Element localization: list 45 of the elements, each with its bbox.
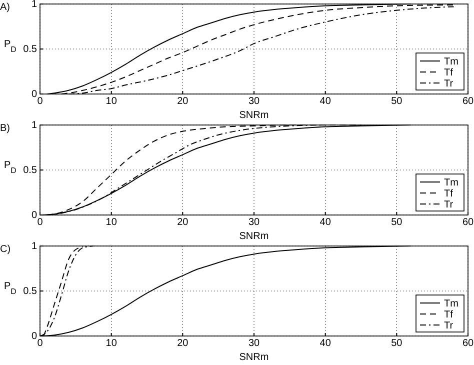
y-tick-label: 1 [31,0,38,10]
x-tick-label: 50 [391,96,403,108]
x-tick-label: 40 [320,96,332,108]
legend-label: Tr [444,320,454,332]
x-axis-title: SNRm [239,231,269,242]
legend-label: Tm [444,56,458,68]
x-tick-label: 30 [248,96,260,108]
x-tick-label: 20 [177,96,189,108]
y-tick-label: 0 [31,89,38,100]
x-tick-label: 50 [391,217,403,228]
x-tick-label: 30 [248,217,260,228]
legend-label: Tr [444,78,454,90]
x-axis-title: SNRm [239,110,269,121]
y-tick-label: 0 [31,210,38,222]
x-tick-label: 40 [320,338,332,350]
y-tick-label: 0.5 [23,44,38,56]
x-tick-label: 20 [177,217,189,228]
legend-label: Tf [444,68,454,78]
x-axis-title: SNRm [239,352,269,363]
y-tick-label: 1 [31,120,38,132]
y-tick-label: 1 [31,241,38,252]
x-tick-label: 50 [391,338,403,350]
x-tick-label: 60 [462,338,474,350]
y-tick-label: 0 [31,331,38,342]
x-tick-label: 60 [462,96,474,108]
x-tick-label: 10 [106,217,118,228]
chart-title: C) [0,244,11,255]
chart-title: A) [0,2,10,13]
y-tick-label: 0.5 [23,286,38,298]
legend-label: Tm [444,298,458,310]
x-tick-label: 10 [106,338,118,350]
legend-label: Tr [444,200,454,210]
legend-label: Tm [444,178,458,188]
x-tick-label: 20 [177,338,189,350]
x-tick-label: 40 [320,217,332,228]
x-tick-label: 10 [106,96,118,108]
y-axis-title: P$_{D}$ [4,281,17,296]
legend-label: Tf [444,310,454,320]
x-tick-label: 60 [462,217,474,228]
chart-title: B) [0,123,10,134]
x-tick-label: 30 [248,338,260,350]
y-axis-title: P$_{D}$ [4,160,17,174]
y-tick-label: 0.5 [23,165,38,176]
legend-label: Tf [444,188,454,200]
y-axis-title: P$_{D}$ [4,39,17,54]
